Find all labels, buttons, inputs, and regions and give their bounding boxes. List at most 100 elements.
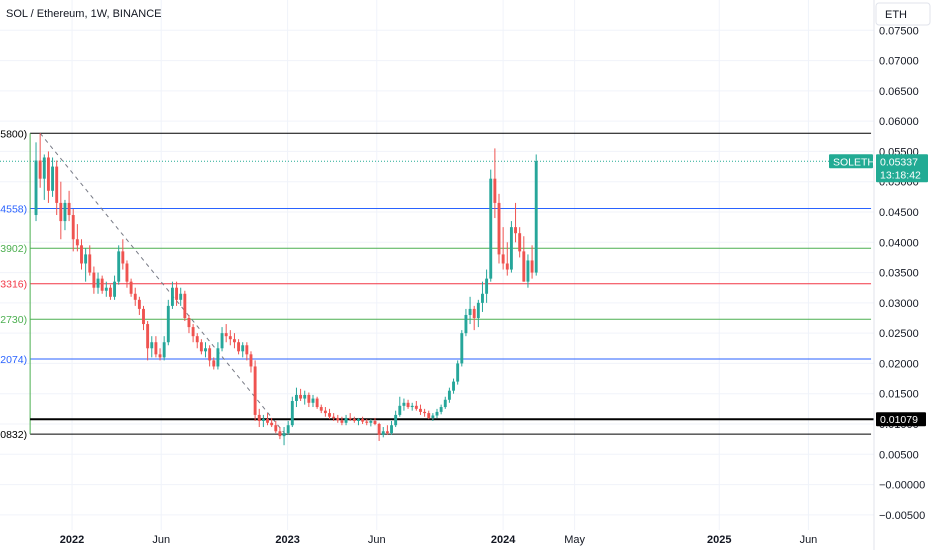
candle-body [232,339,236,343]
time-tick-label: 2024 [491,534,516,546]
last-price-tag: SOLETH 0.05337 13:18:42 [829,154,928,183]
fib-level-label: 0.618 (0.03902) [0,243,27,255]
candle [505,242,509,276]
candle [509,221,513,273]
candle-body [63,202,67,222]
fib-trend-line[interactable] [39,132,286,435]
candle [137,296,141,315]
candle-body [464,314,468,334]
candle [51,157,55,197]
candle-body [274,425,278,432]
candle [241,342,245,358]
grid-lines [0,0,874,530]
candle-body [423,411,427,414]
candle-body [435,411,439,416]
candle [493,148,497,219]
candle [142,305,145,331]
candle-body [476,302,480,318]
candle [431,413,435,421]
chart-title: SOL / Ethereum, 1W, BINANCE [6,8,161,20]
candle-body [249,354,253,367]
candle [468,296,472,325]
fibonacci-retracement[interactable]: 1 (0.05800) 0.75 (0.04558) 0.618 (0.03902)… [0,128,872,441]
candle [162,336,166,361]
candle-body [489,178,493,279]
candle-body [142,308,145,325]
candle [38,133,42,188]
candle-body [245,345,249,355]
candle [464,308,468,337]
fib-level-label: 0.25 (0.02074) [0,354,27,366]
candle [522,236,526,282]
candle-body [162,342,166,358]
candle [352,416,356,423]
candle [402,398,406,411]
candle-body [303,394,307,399]
candle-body [216,348,220,367]
candle-body [361,419,365,422]
candle [423,408,427,417]
candle [216,342,220,370]
candle-body [170,287,174,306]
candle [80,239,83,270]
currency-button[interactable]: ETH [875,2,931,26]
price-tick-label: 0.06000 [879,116,919,128]
candle-body [427,413,431,418]
candle-body [402,402,406,406]
candle [84,248,88,282]
candle-body [381,431,385,435]
candle [390,420,393,435]
candle [266,413,269,426]
fib-level-label: 0.382 (0.02730) [0,314,27,326]
candle [257,408,261,428]
candle-body [204,348,207,352]
candle-body [146,324,150,349]
price-tag-symbol: SOLETH [833,156,875,168]
candle [34,142,38,222]
candle [319,404,323,414]
candle-body [51,166,55,191]
candle [290,396,294,428]
candle-body [410,405,414,408]
candle [224,324,228,343]
candle [514,202,517,243]
candle-body [336,417,340,421]
candle [323,407,327,417]
time-tick-label: Jun [152,534,170,546]
price-tick-label: 0.04000 [879,237,919,249]
time-axis[interactable]: 2022 Jun 2023 Jun 2024 May 2025 Jun [60,534,818,546]
candle-body [390,425,393,434]
candle [199,339,203,355]
candle-body [67,202,71,216]
candle [249,351,253,373]
candle [365,419,369,426]
candles [34,133,538,446]
price-axis[interactable]: 0.075000.070000.065000.060000.055000.050… [879,25,925,522]
candle-body [299,394,303,399]
candle [377,422,381,441]
time-tick-label: 2025 [707,534,731,546]
candle [406,399,410,409]
candle [125,260,129,288]
candle [175,281,179,306]
candle [452,378,455,394]
candle [534,154,538,276]
price-tick-label: 0.07000 [879,56,919,68]
time-tick-label: 2023 [275,534,299,546]
candle-body [38,160,42,179]
candle-body [414,405,418,409]
candle-body [179,293,183,300]
candle [270,417,274,428]
candle [394,410,398,428]
candle [92,266,96,294]
price-tick-label: −0.00000 [879,480,925,492]
candle [183,290,187,322]
candle-body [319,407,323,411]
candle [133,287,137,306]
candle-body [315,398,319,408]
price-tag-price: 0.05337 [880,156,918,168]
candle-body [485,278,489,294]
candle-body [175,287,179,300]
candle-body [121,251,125,264]
